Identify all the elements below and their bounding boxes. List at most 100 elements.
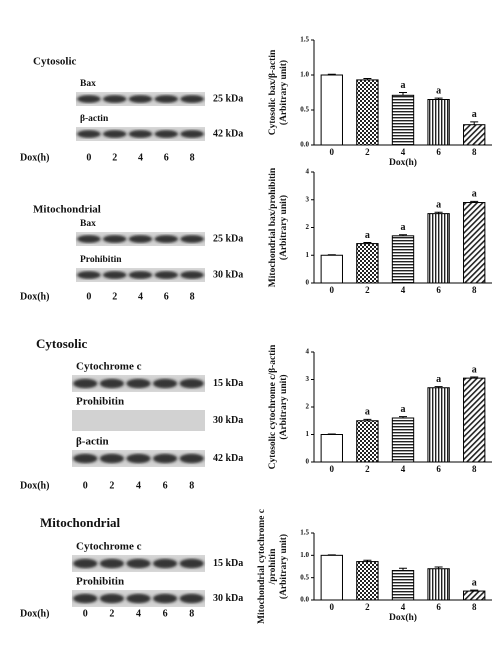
y-axis-label: Mitochondrial cytochrome c [257,509,267,624]
band [73,453,98,464]
bar [427,213,450,284]
lane-label: 8 [190,152,195,163]
x-tick-label: 4 [401,147,406,157]
significance-label: a [365,230,370,241]
band [99,453,124,464]
size-label: 25 kDa [213,93,243,104]
error-bar [363,559,372,562]
y-tick-label: 1.0 [300,551,309,559]
y-tick-label: 0 [306,279,310,287]
band [153,378,178,389]
band [77,95,101,103]
x-tick-label: 2 [365,147,370,157]
band [99,593,124,604]
band [128,271,153,279]
significance-label: a [436,200,441,211]
band [99,378,124,389]
band [180,130,204,138]
error-bar [399,92,407,96]
y-tick-label: 4 [306,168,310,176]
protein-label: β-actin [76,436,109,448]
band [153,593,178,604]
band [73,593,98,604]
x-tick-label: 0 [330,602,335,612]
bar [463,377,486,463]
band [77,271,101,279]
size-label: 15 kDa [213,558,243,569]
significance-label: a [472,189,477,200]
lane-label: 0 [86,152,91,163]
error-bar [399,416,407,418]
significance-label: a [472,364,477,375]
protein-label: Prohibitin [80,255,122,265]
y-tick-label: 2 [306,403,310,411]
x-tick-label: 4 [401,285,406,295]
band [103,271,127,279]
x-tick-label: 0 [330,147,335,157]
lane-title: Dox(h) [20,480,49,491]
x-tick-label: 8 [472,602,477,612]
band [73,378,98,389]
y-tick-label: 0 [306,458,310,466]
protein-label: Bax [80,79,96,89]
significance-label: a [401,80,406,91]
y-axis-label: (Arbitrary unit) [278,534,289,599]
x-tick-label: 6 [436,285,441,295]
bar [356,420,379,463]
y-axis-label: (Arbitrary unit) [278,195,289,260]
error-bar [470,121,479,125]
bar [391,94,415,146]
lane-label: 8 [189,608,194,619]
size-label: 42 kDa [213,128,243,139]
protein-label: Prohibitin [76,396,124,408]
size-label: 30 kDa [213,269,243,280]
significance-label: a [436,85,441,96]
bar [320,254,343,284]
y-tick-label: 1.5 [300,36,309,44]
lane-label: 6 [164,152,169,163]
size-label: 25 kDa [213,233,243,244]
band [153,558,178,569]
significance-label: a [401,404,406,415]
band [103,95,127,103]
lane-label: 0 [83,608,88,619]
x-axis-label: Dox(h) [389,612,417,623]
size-label: 30 kDa [213,415,243,426]
size-label: 30 kDa [213,593,243,604]
x-tick-label: 6 [436,464,441,474]
lane-label: 2 [109,480,114,491]
section-label: Mitochondrial [40,515,121,530]
x-tick-label: 0 [330,464,335,474]
error-bar [327,254,336,256]
band [128,130,153,138]
bar [320,74,343,146]
error-bar [399,567,407,571]
error-bar [363,241,372,244]
protein-label: Bax [80,219,96,229]
y-axis-label: (Arbitrary unit) [278,374,289,439]
error-bar [434,211,443,214]
y-axis-label: Cytosolic bax/β-actin [268,49,278,135]
band [154,235,178,243]
blank-strip [72,410,205,431]
y-axis-label: Mitochondrial bax/prohibitin [268,167,278,287]
bar [427,568,450,601]
x-tick-label: 4 [401,602,406,612]
lane-label: 6 [163,608,168,619]
band [180,95,204,103]
bar [320,434,343,463]
protein-label: Cytochrome c [76,361,142,373]
y-tick-label: 1.0 [300,71,309,79]
band [126,378,151,389]
y-tick-label: 0.5 [300,106,309,114]
x-tick-label: 2 [365,602,370,612]
band [99,558,124,569]
band [77,235,101,243]
y-tick-label: 4 [306,348,310,356]
x-tick-label: 0 [330,285,335,295]
x-axis-label: Dox(h) [389,157,417,168]
band [128,235,153,243]
band [179,378,204,389]
protein-label: Cytochrome c [76,541,142,553]
